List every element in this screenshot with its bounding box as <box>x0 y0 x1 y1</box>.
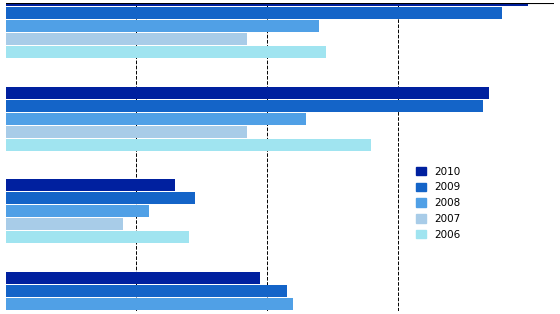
Bar <box>6 192 195 204</box>
Bar <box>6 218 123 230</box>
Bar <box>6 20 319 32</box>
Bar <box>6 113 306 125</box>
Bar <box>6 139 371 151</box>
Bar <box>6 0 528 6</box>
Bar <box>6 33 248 45</box>
Bar <box>6 126 248 138</box>
Legend: 2010, 2009, 2008, 2007, 2006: 2010, 2009, 2008, 2007, 2006 <box>412 163 465 244</box>
Bar <box>6 285 287 297</box>
Bar <box>6 179 175 192</box>
Bar <box>6 205 150 218</box>
Bar <box>6 298 293 310</box>
Bar <box>6 87 489 99</box>
Bar <box>6 311 234 314</box>
Bar <box>6 46 326 58</box>
Bar <box>6 231 189 243</box>
Bar <box>6 7 502 19</box>
Bar <box>6 100 483 112</box>
Bar <box>6 272 260 284</box>
